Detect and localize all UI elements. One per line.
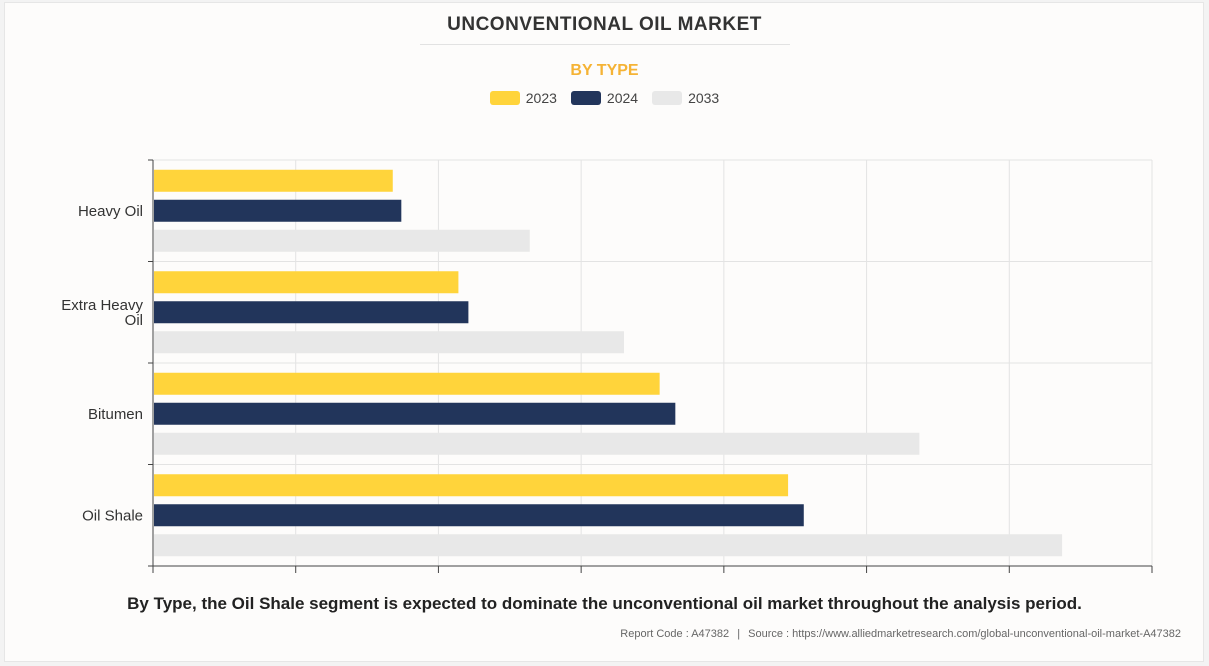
legend-item-2033[interactable]: 2033	[652, 90, 719, 106]
legend-swatch-2024	[570, 91, 601, 105]
bar-extra-heavy-oil-2024	[154, 301, 469, 324]
chart-subtitle: BY TYPE	[570, 62, 639, 79]
title-divider	[420, 44, 790, 45]
bar-bitumen-2023	[154, 372, 660, 395]
y-tick-label-oil-shale: Oil Shale	[82, 507, 143, 524]
bar-oil-shale-2023	[154, 474, 789, 497]
legend-label-2023: 2023	[525, 90, 557, 106]
legend-swatch-2023	[489, 91, 520, 105]
bar-oil-shale-2033	[154, 534, 1063, 557]
bar-bitumen-2033	[154, 432, 920, 455]
source-link[interactable]: Source : https://www.alliedmarketresearc…	[748, 628, 1181, 640]
legend-label-2024: 2024	[606, 90, 639, 106]
footer-separator: |	[737, 628, 741, 640]
y-tick-label-heavy-oil: Heavy Oil	[78, 203, 143, 220]
legend-item-2024[interactable]: 2024	[570, 90, 639, 106]
legend-swatch-2033	[652, 91, 683, 105]
report-code: Report Code : A47382	[620, 628, 730, 640]
y-tick-label-bitumen: Bitumen	[88, 406, 143, 423]
footer-source: Report Code : A47382 | Source : https://…	[620, 628, 1181, 640]
bar-heavy-oil-2024	[154, 199, 402, 222]
bar-heavy-oil-2033	[154, 229, 530, 252]
bar-extra-heavy-oil-2033	[154, 331, 624, 354]
bar-oil-shale-2024	[154, 504, 804, 527]
chart-caption: By Type, the Oil Shale segment is expect…	[127, 594, 1082, 613]
legend: 2023 2024 2033	[0, 90, 1209, 106]
bar-heavy-oil-2023	[154, 169, 393, 192]
y-tick-label-extra-heavy-oil-line-0: Extra Heavy	[61, 297, 143, 314]
legend-item-2023[interactable]: 2023	[489, 90, 557, 106]
bar-extra-heavy-oil-2023	[154, 271, 459, 294]
chart-title: UNCONVENTIONAL OIL MARKET	[447, 14, 762, 35]
y-tick-label-extra-heavy-oil-line-1: Oil	[125, 312, 143, 329]
legend-label-2033: 2033	[688, 90, 720, 106]
bar-bitumen-2024	[154, 402, 676, 425]
